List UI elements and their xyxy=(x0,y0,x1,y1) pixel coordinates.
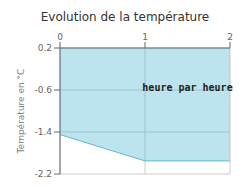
svg-text:0.2: 0.2 xyxy=(38,43,52,53)
svg-text:-0.6: -0.6 xyxy=(34,85,52,95)
svg-text:2: 2 xyxy=(227,32,233,42)
svg-text:heure par heure: heure par heure xyxy=(142,82,232,93)
svg-text:-1.4: -1.4 xyxy=(34,127,52,137)
svg-text:Température en °C: Température en °C xyxy=(16,69,26,155)
svg-text:1: 1 xyxy=(142,32,148,42)
html-text:Evolution de la température: Evolution de la température xyxy=(40,10,210,24)
svg-text:0: 0 xyxy=(57,32,63,42)
svg-text:-2.2: -2.2 xyxy=(34,169,52,179)
